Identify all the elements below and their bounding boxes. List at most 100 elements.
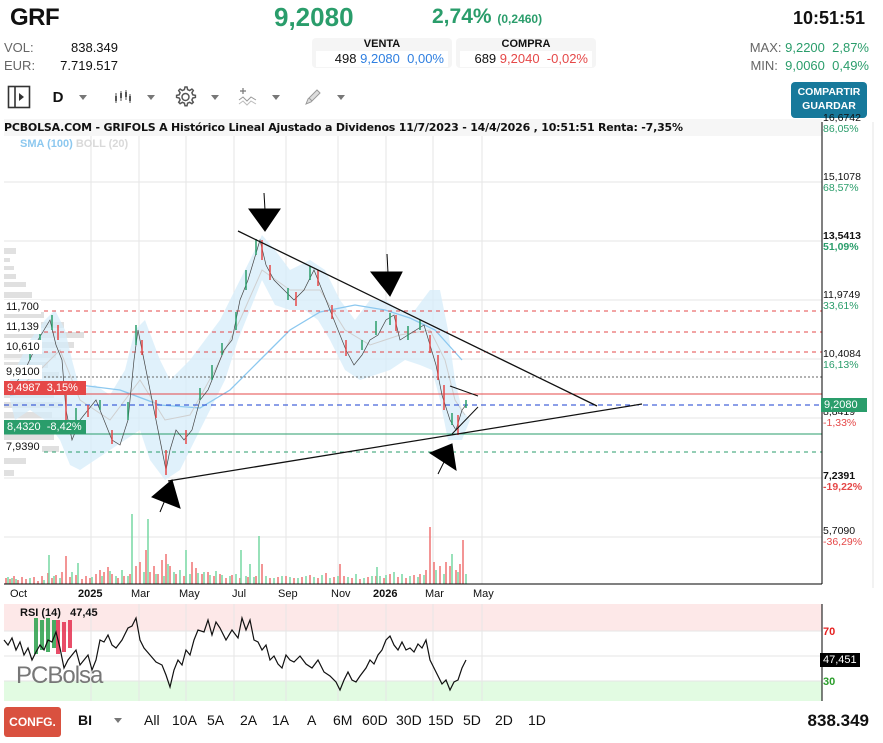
change-pct: 2,74%	[432, 5, 492, 28]
compra-box: COMPRA 689 9,2040 -0,02%	[456, 38, 596, 68]
min-pct: 0,49%	[832, 58, 869, 73]
level-label: 11,139	[4, 320, 41, 334]
period-2d[interactable]: 2D	[495, 712, 513, 728]
max-price: 9,2200	[785, 40, 825, 55]
axis-pct: -1,33%	[823, 417, 857, 429]
compra-row: 689 9,2040 -0,02%	[460, 51, 592, 67]
last-price: 9,2080	[274, 2, 354, 32]
save-label: GUARDAR	[802, 100, 856, 112]
rsi-chart[interactable]	[0, 602, 883, 702]
support-tag[interactable]: 8,4320 -8,42%	[4, 420, 86, 434]
max-stat: MAX: 9,2200 2,87%	[750, 40, 869, 55]
axis-pct: 68,57%	[823, 182, 859, 194]
period-5a[interactable]: 5A	[207, 712, 225, 728]
chevron-down-icon	[79, 94, 88, 100]
share-label: COMPARTIR	[797, 86, 861, 98]
period-60d[interactable]: 60D	[362, 712, 388, 728]
axis-pct: -36,29%	[823, 536, 863, 548]
venta-pct: 0,00%	[407, 51, 444, 66]
min-price: 9,0060	[785, 58, 825, 73]
chevron-down-icon	[147, 94, 155, 100]
volume-bars	[5, 514, 467, 584]
price-change: 2,74% (0,2460)	[432, 5, 542, 29]
x-label: Sep	[278, 588, 298, 600]
legend-boll[interactable]: BOLL (20)	[75, 138, 129, 150]
add-indicator-icon	[238, 88, 257, 106]
indicators-dropdown[interactable]	[234, 84, 284, 110]
x-label: Nov	[331, 588, 351, 600]
compra-qty: 689	[474, 51, 497, 66]
pencil-icon	[305, 89, 321, 105]
rsi-current-tag: 47,451	[820, 653, 860, 667]
period-15d[interactable]: 15D	[428, 712, 454, 728]
rsi-legend: RSI (14) 47,45	[20, 607, 98, 619]
ticker-symbol: GRF	[10, 4, 60, 31]
gear-icon	[175, 86, 197, 107]
quote-time: 10:51:51	[792, 8, 865, 28]
max-label: MAX:	[749, 40, 782, 55]
axis-pct: -19,22%	[823, 481, 863, 493]
venta-box: VENTA 498 9,2080 0,00%	[312, 38, 452, 68]
pcbolsa-watermark: PCBolsa	[16, 662, 103, 689]
x-label: Mar	[425, 588, 444, 600]
drawing-tools-dropdown[interactable]	[300, 84, 348, 110]
rsi-30-label: 30	[823, 676, 836, 688]
mode-dropdown[interactable]: BI	[78, 712, 122, 728]
legend-sma[interactable]: SMA (100)	[20, 138, 73, 150]
sidebar-toggle-button[interactable]	[6, 84, 32, 110]
axis-price: 8,8419	[823, 406, 856, 418]
x-label: May	[179, 588, 200, 600]
x-label: Jul	[232, 588, 247, 600]
price-chart[interactable]	[0, 118, 883, 588]
arrow-down-icon	[248, 208, 281, 232]
resistance-tag[interactable]: 9,4987 3,15%	[4, 381, 86, 395]
interval-dropdown[interactable]: D	[50, 84, 90, 110]
rsi-value: 47,45	[70, 607, 98, 619]
x-label: Oct	[10, 588, 28, 600]
level-label: 11,700	[4, 300, 41, 314]
chevron-down-icon	[337, 94, 345, 100]
share-save-button[interactable]: COMPARTIR GUARDAR	[791, 82, 867, 118]
current-price-tag: 9,2080	[821, 398, 867, 412]
eur-value: 7.719.517	[60, 58, 118, 73]
axis-price: 10,4084	[823, 348, 861, 360]
x-label: 2026	[373, 588, 398, 600]
rsi-70-label: 70	[823, 626, 836, 638]
max-pct: 2,87%	[832, 40, 869, 55]
mode-label: BI	[78, 712, 92, 728]
level-label: 9,9100	[4, 365, 42, 379]
compra-label: COMPRA	[501, 38, 551, 50]
chart-type-dropdown[interactable]	[110, 84, 158, 110]
axis-price: 16,6742	[823, 112, 861, 124]
chevron-down-icon	[211, 94, 219, 100]
period-1d[interactable]: 1D	[528, 712, 546, 728]
indicator-legend: SMA (100) BOLL (20)	[20, 138, 128, 150]
min-label: MIN:	[750, 58, 778, 73]
chevron-down-icon	[272, 94, 280, 100]
period-30d[interactable]: 30D	[396, 712, 422, 728]
x-label: 2025	[78, 588, 103, 600]
config-button[interactable]: CONFG.	[4, 707, 61, 737]
settings-dropdown[interactable]	[170, 84, 222, 110]
axis-price: 13,5413	[823, 230, 861, 242]
venta-qty: 498	[334, 51, 357, 66]
venta-label: VENTA	[363, 38, 401, 50]
axis-price: 5,7090	[823, 525, 856, 537]
axis-pct: 33,61%	[823, 300, 859, 312]
period-6m[interactable]: 6M	[333, 712, 353, 728]
volume-total: 838.349	[807, 711, 869, 730]
venta-row: 498 9,2080 0,00%	[316, 51, 448, 67]
chevron-down-icon	[114, 717, 122, 723]
period-1a[interactable]: 1A	[272, 712, 290, 728]
axis-price: 7,2391	[823, 470, 856, 482]
period-5d[interactable]: 5D	[463, 712, 481, 728]
venta-price: 9,2080	[360, 51, 400, 66]
period-2a[interactable]: 2A	[240, 712, 258, 728]
axis-pct: 51,09%	[823, 241, 859, 253]
period-all[interactable]: All	[144, 712, 160, 728]
period-a[interactable]: A	[307, 712, 317, 728]
x-label: May	[473, 588, 494, 600]
period-10a[interactable]: 10A	[172, 712, 197, 728]
x-label: Mar	[131, 588, 150, 600]
axis-price: 11,9749	[823, 289, 861, 301]
